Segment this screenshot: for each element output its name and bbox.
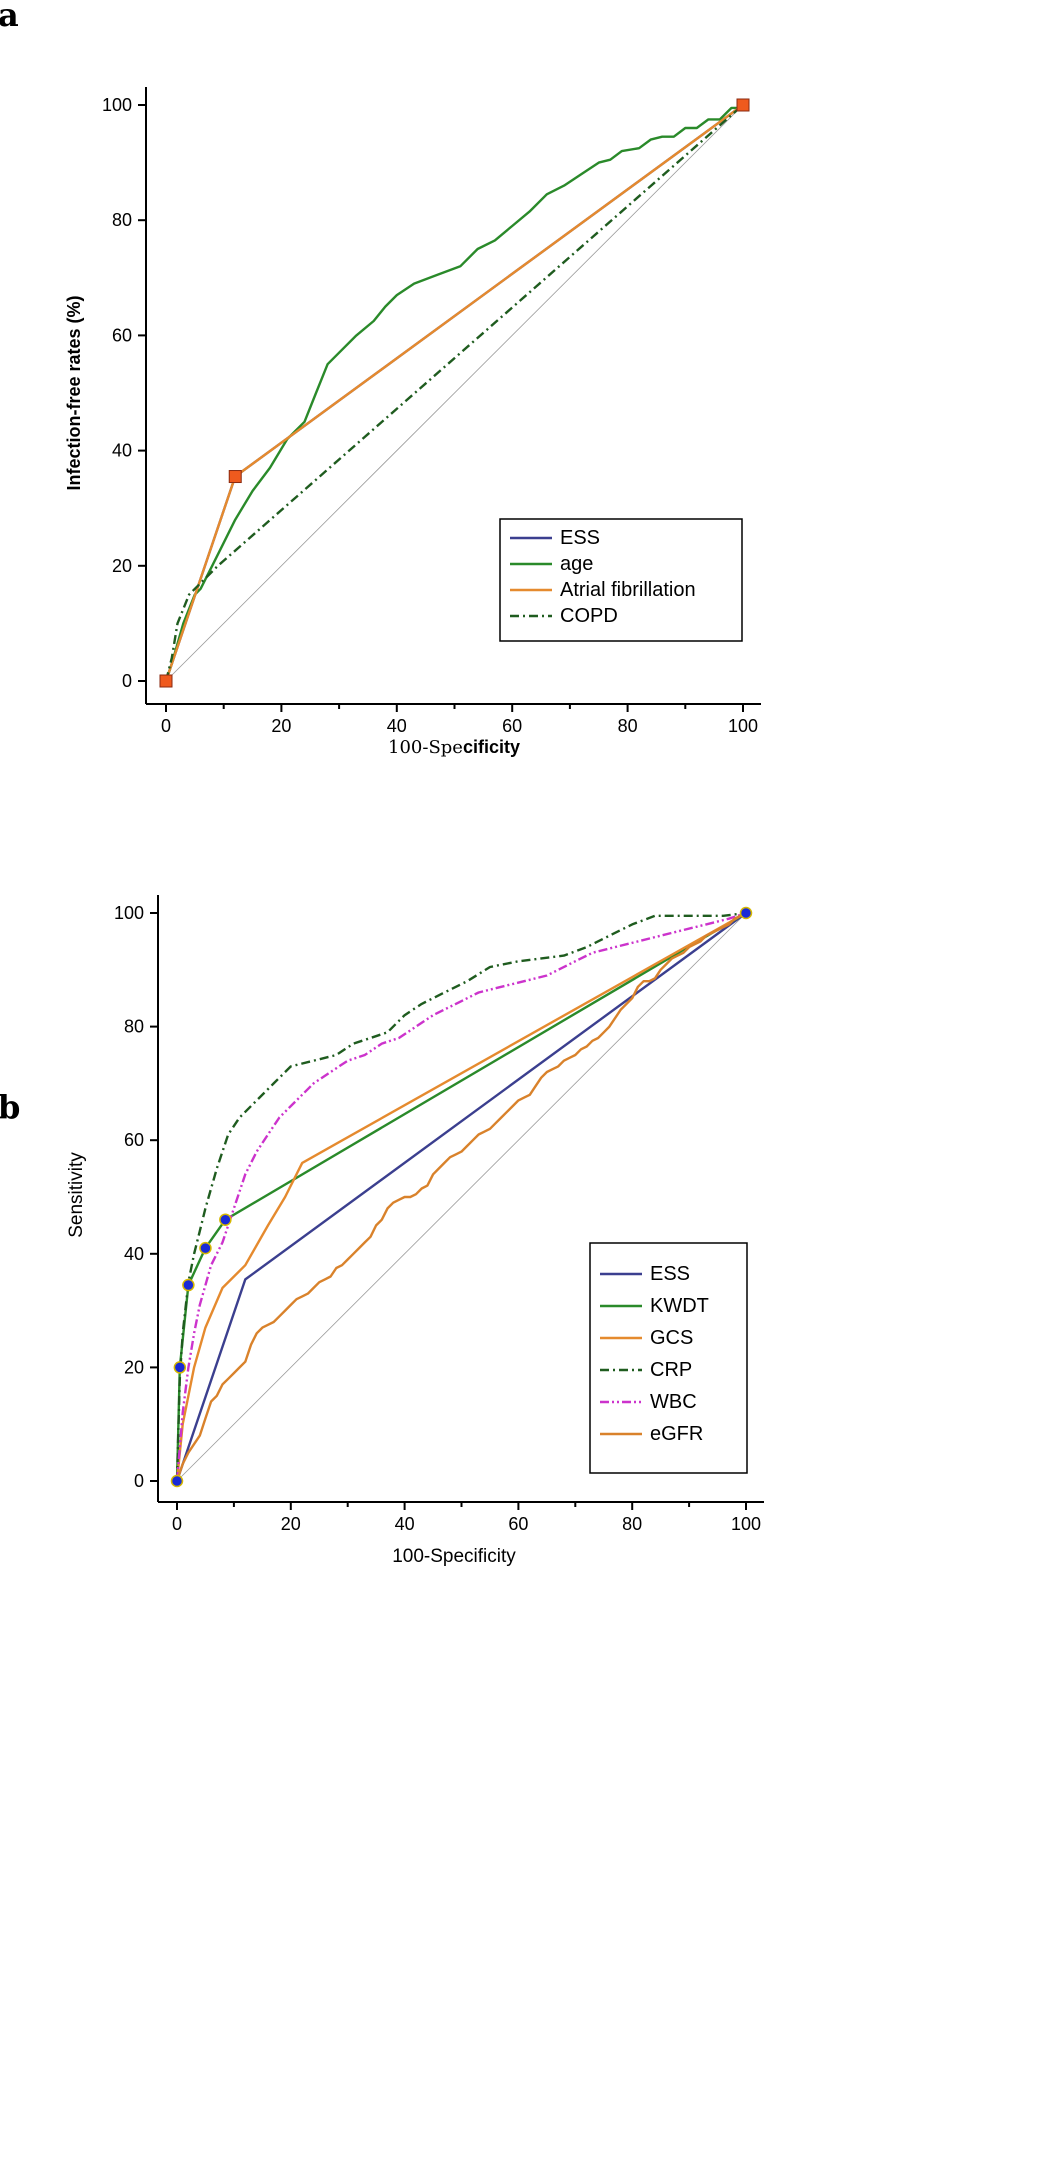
legend-b: ESS KWDT GCS CRP WBC eGFR xyxy=(589,1242,748,1474)
reference-diagonal-a xyxy=(165,104,744,682)
x-axis-title-a-part2: cificity xyxy=(463,737,520,757)
y-tick-label: 40 xyxy=(124,1244,144,1264)
series-line-ess xyxy=(175,912,747,1482)
x-tick-label: 80 xyxy=(622,1514,642,1534)
x-tick-label: 0 xyxy=(161,716,171,736)
legend-label: ESS xyxy=(650,1263,690,1285)
y-tick-label: 0 xyxy=(134,1471,144,1491)
x-axis-title-b: 100-Specificity xyxy=(392,1546,516,1567)
legend-label: eGFR xyxy=(650,1423,703,1445)
legend-label: ESS xyxy=(560,527,600,549)
series-line-crp xyxy=(175,911,747,1482)
y-axis-title-b: Sensitivity xyxy=(66,1152,87,1238)
legend-label: CRP xyxy=(650,1359,692,1381)
panel-label-a: a xyxy=(0,0,19,34)
data-point-marker xyxy=(182,1278,195,1292)
x-axis-title-a-part1: 100-Spe xyxy=(388,737,463,758)
x-tick-label: 20 xyxy=(271,716,291,736)
y-tick-label: 60 xyxy=(112,325,132,345)
legend-a: ESS age Atrial fibrillation COPD xyxy=(499,518,743,642)
data-point-marker xyxy=(159,674,173,688)
series-line-egfr xyxy=(175,911,747,1482)
y-tick-label: 20 xyxy=(112,556,132,576)
data-point-marker xyxy=(739,906,753,920)
legend-label: GCS xyxy=(650,1327,693,1349)
x-tick-label: 40 xyxy=(387,716,407,736)
marker-group-b xyxy=(170,906,753,1488)
legend-label: KWDT xyxy=(650,1295,709,1317)
series-line-age xyxy=(164,103,744,682)
y-axis-title-a: Infection-free rates (%) xyxy=(64,295,84,490)
ticks-b: 0 20 40 60 80 100 0 20 40 60 80 100 xyxy=(114,903,761,1534)
x-tick-label: 100 xyxy=(731,1514,761,1534)
series-group-b xyxy=(175,911,747,1482)
data-point-marker xyxy=(173,1361,187,1374)
series-line-wbc xyxy=(175,911,747,1482)
y-tick-label: 100 xyxy=(102,95,132,115)
y-tick-label: 80 xyxy=(124,1017,144,1037)
x-tick-label: 20 xyxy=(281,1514,301,1534)
series-line-copd xyxy=(164,104,744,682)
data-point-marker xyxy=(736,98,750,112)
legend-box xyxy=(499,518,743,642)
y-tick-label: 40 xyxy=(112,441,132,461)
x-tick-label: 60 xyxy=(508,1514,528,1534)
data-point-marker xyxy=(219,1213,232,1226)
legend-label: WBC xyxy=(650,1391,697,1413)
x-tick-label: 0 xyxy=(172,1514,182,1534)
legend-label: COPD xyxy=(560,605,618,627)
x-tick-label: 100 xyxy=(728,716,758,736)
x-tick-label: 60 xyxy=(502,716,522,736)
data-point-marker xyxy=(199,1241,212,1255)
panel-label-b: b xyxy=(0,1088,20,1126)
y-tick-label: 60 xyxy=(124,1130,144,1150)
x-axis-title-a: 100-Specificity xyxy=(388,737,520,758)
series-line-kwdt xyxy=(175,911,747,1482)
x-tick-label: 80 xyxy=(618,716,638,736)
x-tick-label: 40 xyxy=(395,1514,415,1534)
y-tick-label: 20 xyxy=(124,1357,144,1377)
legend-label: age xyxy=(560,553,593,575)
series-line-gcs xyxy=(175,911,747,1482)
y-tick-label: 80 xyxy=(112,210,132,230)
y-tick-label: 100 xyxy=(114,903,144,923)
legend-label: Atrial fibrillation xyxy=(560,579,696,601)
chart-panel-b: 0 20 40 60 80 100 0 20 40 60 80 100 Sensitivity 100… xyxy=(66,895,764,1567)
data-point-marker xyxy=(228,470,242,484)
reference-diagonal-b xyxy=(176,912,747,1482)
y-tick-label: 0 xyxy=(122,671,132,691)
marker-group-a xyxy=(159,98,750,688)
data-point-marker xyxy=(170,1474,184,1488)
chart-panel-a: 0 20 40 60 80 100 0 20 40 60 80 100 Infection-free … xyxy=(64,87,761,758)
ticks-a: 0 20 40 60 80 100 0 20 40 60 80 100 xyxy=(102,95,758,736)
